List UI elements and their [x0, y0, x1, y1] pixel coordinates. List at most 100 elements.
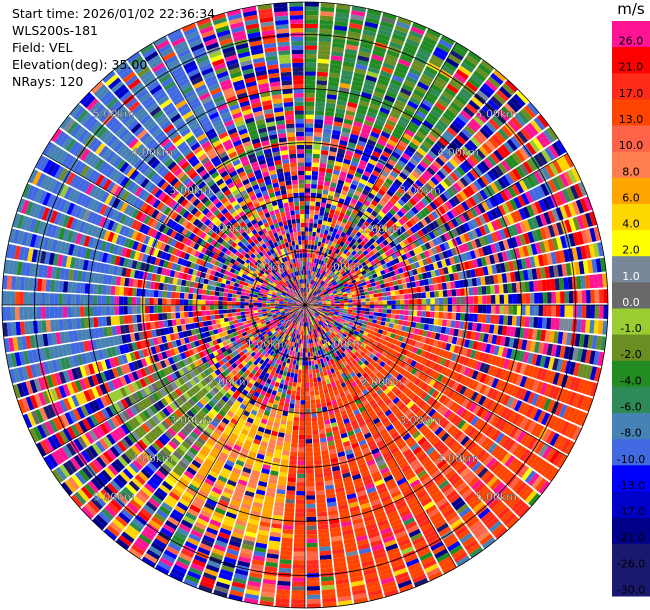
velocity-gate [396, 501, 408, 510]
velocity-gate [314, 267, 317, 272]
velocity-gate [316, 503, 327, 509]
velocity-gate [422, 343, 429, 351]
velocity-gate [386, 200, 395, 208]
velocity-gate [470, 118, 482, 130]
velocity-gate [449, 171, 459, 182]
velocity-gate [416, 246, 424, 254]
velocity-gate [317, 299, 322, 302]
velocity-gate [372, 368, 379, 375]
velocity-gate [369, 294, 374, 298]
velocity-gate [354, 247, 360, 253]
velocity-gate [335, 8, 350, 14]
velocity-gate [241, 543, 254, 551]
velocity-gate [322, 302, 327, 304]
velocity-gate [305, 404, 311, 409]
velocity-gate [362, 284, 368, 289]
velocity-gate [343, 57, 356, 64]
velocity-gate [333, 352, 338, 358]
velocity-gate [511, 168, 522, 181]
velocity-gate [276, 409, 283, 416]
velocity-gate [352, 446, 361, 453]
velocity-gate [398, 319, 404, 326]
velocity-gate [395, 300, 401, 305]
velocity-gate [309, 284, 312, 289]
velocity-gate [317, 420, 324, 426]
velocity-gate [332, 289, 337, 293]
velocity-gate [359, 234, 366, 241]
velocity-gate [433, 494, 445, 504]
velocity-gate [326, 258, 331, 264]
velocity-gate [518, 465, 530, 478]
velocity-gate [555, 140, 567, 154]
velocity-gate [272, 357, 278, 363]
velocity-gate [335, 303, 340, 305]
velocity-gate [471, 322, 478, 331]
velocity-gate [338, 283, 344, 288]
velocity-gate [301, 313, 303, 318]
velocity-gate [315, 282, 319, 287]
velocity-gate [362, 123, 373, 131]
velocity-gate [244, 463, 253, 470]
velocity-gate [418, 342, 425, 350]
velocity-gate [274, 395, 281, 402]
velocity-gate [309, 301, 314, 304]
velocity-gate [531, 475, 544, 489]
velocity-gate [287, 481, 296, 487]
velocity-gate [417, 81, 430, 91]
velocity-gate [325, 310, 331, 313]
velocity-gate [295, 338, 298, 344]
velocity-gate [307, 352, 311, 357]
velocity-gate [345, 48, 358, 55]
velocity-gate [437, 119, 449, 130]
velocity-gate [406, 244, 413, 252]
velocity-gate [185, 574, 200, 584]
velocity-gate [274, 501, 285, 508]
velocity-gate [289, 460, 297, 465]
velocity-gate [327, 440, 335, 446]
velocity-gate [332, 553, 345, 559]
velocity-gate [360, 424, 368, 432]
velocity-gate [280, 419, 287, 425]
velocity-gate [384, 322, 390, 327]
velocity-gate [572, 232, 580, 246]
velocity-gate [408, 30, 423, 40]
velocity-gate [334, 224, 340, 230]
velocity-gate [478, 108, 491, 121]
velocity-gate [374, 181, 382, 189]
velocity-gate [515, 415, 525, 427]
velocity-gate [317, 62, 329, 69]
velocity-gate [284, 334, 288, 339]
velocity-gate [322, 220, 327, 226]
velocity-gate [380, 384, 388, 392]
velocity-gate [541, 166, 551, 180]
velocity-gate [297, 473, 305, 479]
velocity-gate [421, 98, 434, 109]
velocity-gate [541, 149, 552, 163]
velocity-gate [482, 295, 487, 304]
velocity-gate [529, 256, 536, 268]
velocity-gate [592, 242, 600, 258]
velocity-gate [362, 413, 370, 421]
velocity-gate [398, 538, 411, 547]
velocity-gate [383, 474, 394, 483]
velocity-gate [252, 465, 262, 473]
velocity-gate [328, 314, 334, 318]
velocity-gate [375, 421, 383, 429]
velocity-gate [282, 529, 294, 535]
velocity-gate [258, 394, 265, 400]
velocity-gate [490, 182, 500, 194]
velocity-gate [292, 386, 297, 392]
velocity-gate [494, 315, 500, 325]
velocity-gate [321, 276, 326, 281]
velocity-gate [507, 457, 519, 470]
velocity-gate [404, 305, 409, 310]
velocity-gate [335, 306, 340, 309]
velocity-gate [344, 484, 355, 491]
velocity-gate [401, 168, 411, 177]
velocity-gate [477, 295, 483, 304]
velocity-gate [529, 407, 539, 420]
velocity-gate [388, 514, 401, 523]
velocity-gate [420, 286, 426, 293]
velocity-gate [232, 429, 241, 437]
velocity-gate [522, 351, 530, 363]
